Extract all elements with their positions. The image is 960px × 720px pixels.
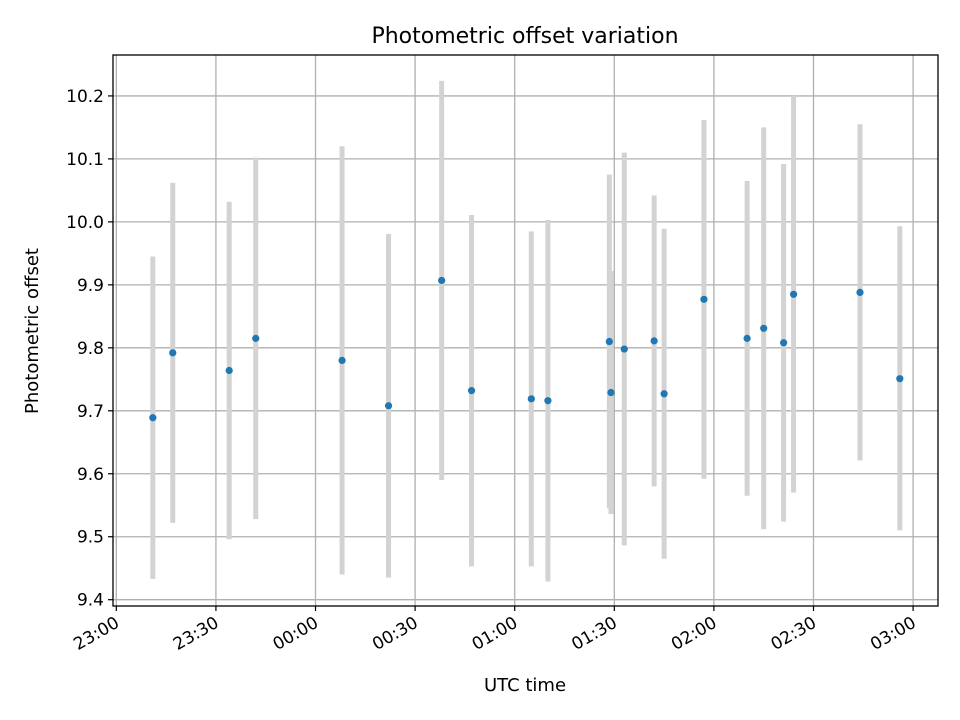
data-point (605, 337, 613, 346)
data-point (620, 345, 628, 353)
data-point (780, 339, 788, 347)
data-point (650, 337, 658, 345)
data-point (789, 290, 798, 298)
data-point (856, 288, 864, 297)
y-tick-label: 10.1 (66, 150, 104, 170)
y-tick-label: 10.0 (66, 213, 104, 233)
data-point (743, 334, 751, 342)
y-tick-label: 9.9 (77, 276, 104, 296)
data-point (760, 324, 768, 332)
y-tick-label: 9.5 (77, 528, 104, 548)
data-point (149, 414, 157, 422)
y-tick-label: 9.8 (77, 339, 104, 359)
data-point (225, 366, 233, 375)
data-point (607, 388, 615, 397)
y-tick-label: 10.2 (66, 87, 104, 107)
data-point (700, 295, 708, 303)
plot-frame (112, 54, 939, 607)
data-point (544, 397, 552, 405)
chart-title: Photometric offset variation (371, 24, 678, 49)
data-point (252, 334, 260, 342)
data-point (467, 387, 476, 395)
grid-layer (113, 55, 938, 606)
data-point (660, 390, 668, 398)
data-point (338, 356, 346, 365)
data-point (896, 375, 904, 383)
y-tick-label: 9.6 (77, 465, 104, 485)
data-point (438, 276, 446, 285)
data-point (527, 395, 535, 403)
y-tick-label: 9.7 (77, 402, 104, 422)
y-tick-label: 9.4 (77, 591, 104, 611)
data-point (384, 402, 393, 410)
y-axis-label: Photometric offset (22, 248, 43, 414)
x-axis-label: UTC time (484, 675, 566, 696)
data-point (169, 349, 177, 357)
y-axis-ticks: 9.4 9.5 9.6 9.7 9.8 9.9 10.0 10.1 10.2 (66, 87, 113, 611)
point-layer (149, 276, 904, 422)
